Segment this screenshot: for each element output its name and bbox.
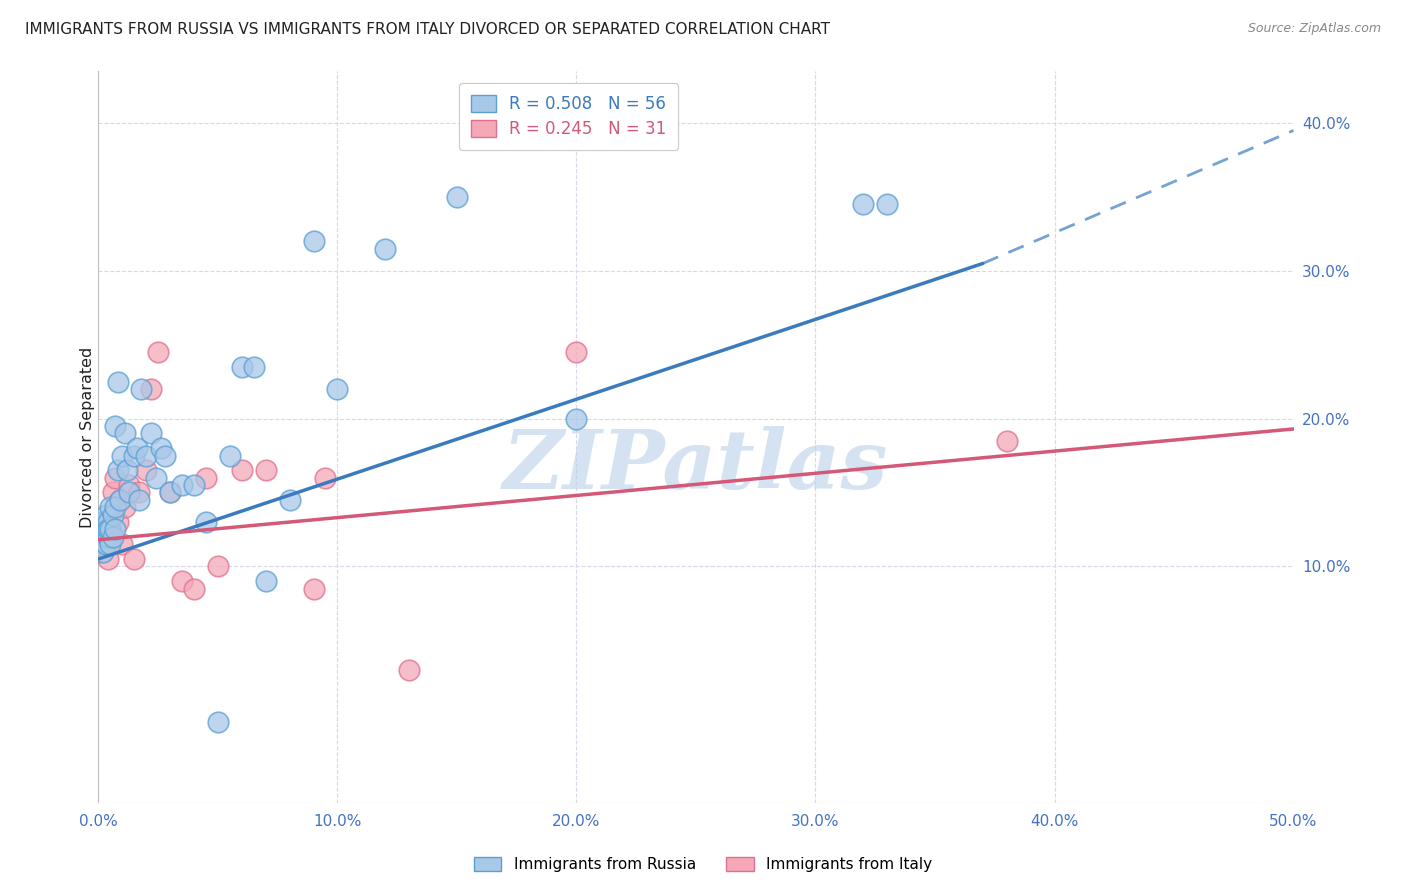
Point — [91, 530, 114, 544]
Point — [94, 523, 117, 537]
Point — [243, 359, 266, 374]
Point — [94, 537, 117, 551]
Point — [124, 449, 146, 463]
Point — [149, 441, 172, 455]
Point — [302, 582, 325, 596]
Point — [135, 463, 157, 477]
Text: Source: ZipAtlas.com: Source: ZipAtlas.com — [1247, 22, 1381, 36]
Point — [159, 485, 181, 500]
Point — [565, 411, 588, 425]
Point — [995, 434, 1018, 448]
Point — [135, 449, 157, 463]
Point — [852, 197, 875, 211]
Point — [97, 552, 120, 566]
Point — [148, 345, 170, 359]
Point — [326, 382, 349, 396]
Point — [91, 537, 114, 551]
Point — [104, 500, 127, 515]
Point — [104, 523, 127, 537]
Point — [207, 559, 229, 574]
Point — [115, 463, 138, 477]
Point — [91, 537, 114, 551]
Point — [91, 523, 114, 537]
Point — [398, 663, 420, 677]
Point — [101, 530, 124, 544]
Point — [107, 375, 129, 389]
Point — [278, 492, 301, 507]
Point — [98, 537, 122, 551]
Point — [139, 382, 162, 396]
Point — [108, 492, 131, 507]
Point — [114, 426, 136, 441]
Legend: R = 0.508   N = 56, R = 0.245   N = 31: R = 0.508 N = 56, R = 0.245 N = 31 — [460, 83, 678, 150]
Point — [183, 478, 205, 492]
Point — [97, 515, 120, 529]
Point — [104, 471, 127, 485]
Point — [155, 449, 177, 463]
Point — [195, 471, 218, 485]
Point — [108, 492, 131, 507]
Point — [91, 523, 114, 537]
Point — [101, 485, 124, 500]
Point — [254, 574, 277, 589]
Point — [91, 515, 114, 529]
Point — [131, 382, 153, 396]
Point — [207, 714, 229, 729]
Point — [315, 471, 337, 485]
Legend: Immigrants from Russia, Immigrants from Italy: Immigrants from Russia, Immigrants from … — [467, 849, 939, 880]
Point — [90, 523, 112, 537]
Point — [183, 582, 205, 596]
Point — [374, 242, 396, 256]
Point — [101, 508, 124, 522]
Point — [446, 190, 468, 204]
Point — [159, 485, 181, 500]
Y-axis label: Divorced or Separated: Divorced or Separated — [80, 346, 94, 528]
Point — [98, 530, 122, 544]
Point — [90, 530, 112, 544]
Point — [302, 235, 325, 249]
Point — [98, 500, 122, 515]
Text: IMMIGRANTS FROM RUSSIA VS IMMIGRANTS FROM ITALY DIVORCED OR SEPARATED CORRELATIO: IMMIGRANTS FROM RUSSIA VS IMMIGRANTS FRO… — [25, 22, 831, 37]
Point — [124, 552, 146, 566]
Point — [97, 530, 120, 544]
Point — [128, 485, 150, 500]
Point — [128, 492, 150, 507]
Point — [118, 478, 141, 492]
Point — [90, 530, 112, 544]
Point — [98, 523, 122, 537]
Text: ZIPatlas: ZIPatlas — [503, 426, 889, 507]
Point — [254, 463, 277, 477]
Point — [111, 449, 134, 463]
Point — [90, 544, 112, 558]
Point — [107, 463, 129, 477]
Point — [876, 197, 898, 211]
Point — [91, 544, 114, 558]
Point — [219, 449, 242, 463]
Point — [172, 574, 194, 589]
Point — [145, 471, 167, 485]
Point — [90, 515, 112, 529]
Point — [565, 345, 588, 359]
Point — [139, 426, 162, 441]
Point — [97, 523, 120, 537]
Point — [94, 515, 117, 529]
Point — [94, 537, 117, 551]
Point — [107, 515, 129, 529]
Point — [94, 508, 117, 522]
Point — [111, 537, 134, 551]
Point — [172, 478, 194, 492]
Point — [125, 441, 148, 455]
Point — [114, 500, 136, 515]
Point — [231, 463, 253, 477]
Point — [231, 359, 253, 374]
Point — [104, 419, 127, 434]
Point — [195, 515, 218, 529]
Point — [118, 485, 141, 500]
